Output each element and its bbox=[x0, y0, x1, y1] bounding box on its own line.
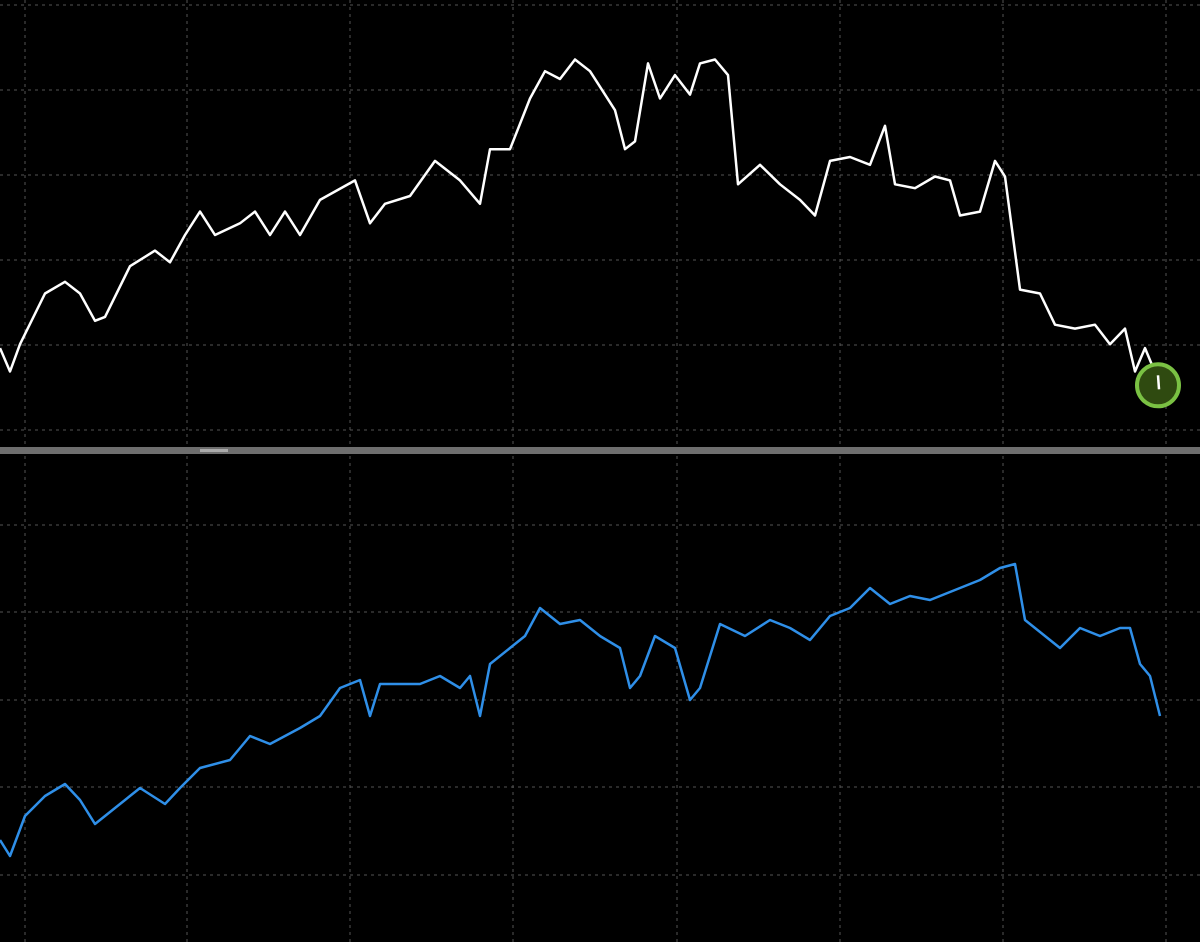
bottom-series-line bbox=[0, 562, 1162, 858]
marker-tick bbox=[1156, 375, 1161, 390]
panel-divider-handle[interactable] bbox=[200, 449, 228, 452]
top-series-line bbox=[0, 58, 1160, 380]
panel-divider[interactable] bbox=[0, 447, 1200, 454]
series-group bbox=[0, 58, 1181, 858]
